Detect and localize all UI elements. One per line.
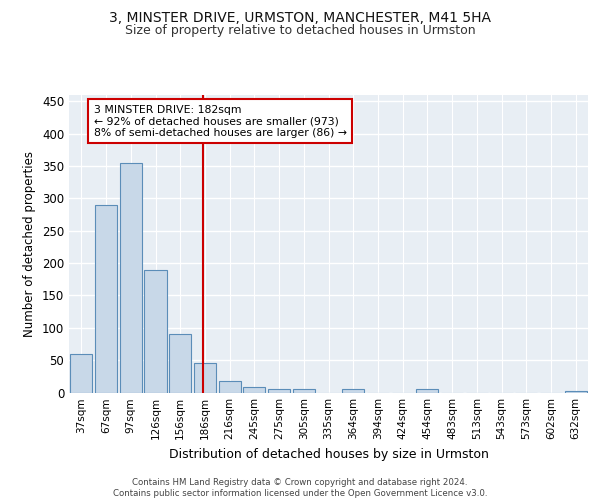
- Bar: [565, 390, 587, 392]
- Text: 3, MINSTER DRIVE, URMSTON, MANCHESTER, M41 5HA: 3, MINSTER DRIVE, URMSTON, MANCHESTER, M…: [109, 11, 491, 25]
- Bar: [119, 163, 142, 392]
- Y-axis label: Number of detached properties: Number of detached properties: [23, 151, 37, 337]
- Bar: [194, 364, 216, 392]
- Bar: [268, 390, 290, 392]
- Text: Size of property relative to detached houses in Urmston: Size of property relative to detached ho…: [125, 24, 475, 37]
- Bar: [70, 354, 92, 393]
- Bar: [293, 390, 315, 392]
- Bar: [145, 270, 167, 392]
- Bar: [416, 390, 439, 392]
- Bar: [342, 390, 364, 392]
- Text: Contains HM Land Registry data © Crown copyright and database right 2024.
Contai: Contains HM Land Registry data © Crown c…: [113, 478, 487, 498]
- Bar: [95, 205, 117, 392]
- X-axis label: Distribution of detached houses by size in Urmston: Distribution of detached houses by size …: [169, 448, 488, 461]
- Bar: [169, 334, 191, 392]
- Bar: [218, 381, 241, 392]
- Bar: [243, 388, 265, 392]
- Text: 3 MINSTER DRIVE: 182sqm
← 92% of detached houses are smaller (973)
8% of semi-de: 3 MINSTER DRIVE: 182sqm ← 92% of detache…: [94, 104, 347, 138]
